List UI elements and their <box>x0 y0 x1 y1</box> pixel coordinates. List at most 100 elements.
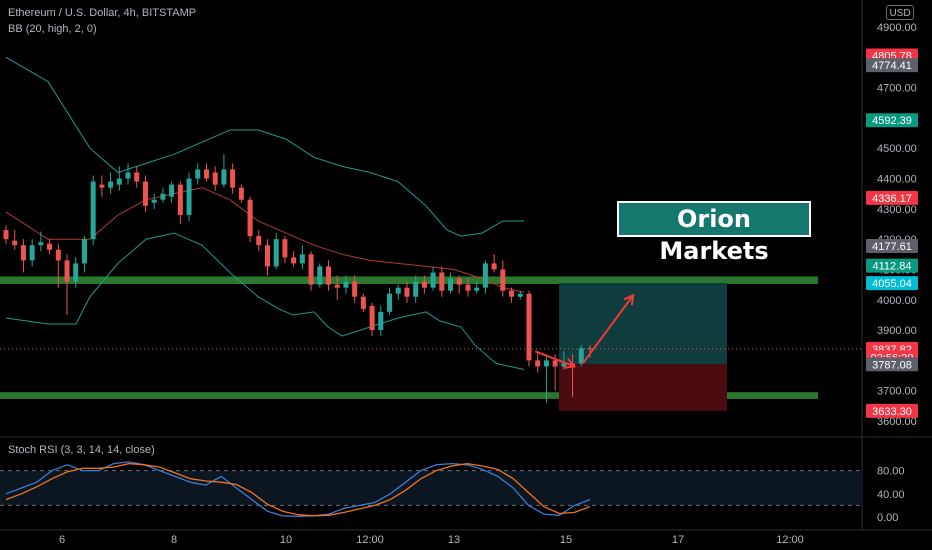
arrow-head <box>623 293 635 306</box>
bollinger-bands <box>0 56 862 370</box>
stoch-rsi-pane <box>0 461 862 518</box>
candle-body <box>517 293 523 297</box>
candle-body <box>238 187 244 200</box>
price-badge-bg <box>866 238 918 253</box>
projection-arrows <box>534 293 635 369</box>
candle-body <box>247 199 253 237</box>
candle <box>160 187 166 203</box>
symbol-title[interactable]: Ethereum / U.S. Dollar, 4h, BITSTAMP <box>8 7 197 19</box>
x-tick-label: 17 <box>672 534 684 546</box>
stoch-band-fill <box>0 470 862 506</box>
candle-body <box>326 266 332 285</box>
bb-lower <box>5 232 525 370</box>
price-badge: 4112.84 <box>866 258 918 273</box>
y-tick-label: 3600.00 <box>877 416 917 428</box>
candle <box>474 281 480 294</box>
candle-body <box>99 184 105 188</box>
candle-body <box>308 254 314 285</box>
candle <box>247 196 253 243</box>
y-tick-label: 3700.00 <box>877 386 917 398</box>
x-tick-label: 12:00 <box>356 534 384 546</box>
candle <box>308 251 314 291</box>
position-tool[interactable] <box>559 283 727 411</box>
candle-body <box>282 239 288 258</box>
price-badge-label: 4055.04 <box>872 278 912 290</box>
candle <box>64 254 70 315</box>
arrow <box>581 293 635 365</box>
candle-body <box>456 278 462 285</box>
candle <box>47 239 53 255</box>
candle-body <box>509 290 515 297</box>
price-badge-bg <box>866 357 918 372</box>
candle <box>421 275 427 294</box>
x-tick-label: 15 <box>560 534 572 546</box>
candle <box>413 275 419 303</box>
candle-body <box>474 287 480 291</box>
candle-body <box>134 172 140 182</box>
arrow <box>534 350 577 369</box>
y-tick-label: 4900.00 <box>877 22 917 34</box>
arrow-head <box>564 358 577 369</box>
candle-body <box>543 360 549 367</box>
candle <box>221 154 227 188</box>
indicator-bb-label[interactable]: BB (20, high, 2, 0) <box>8 23 97 35</box>
candle <box>142 175 148 212</box>
candle-body <box>317 266 323 285</box>
candle <box>317 263 323 288</box>
indicator-stoch-label[interactable]: Stoch RSI (3, 3, 14, 14, close) <box>8 444 155 456</box>
price-badges: 4805.784774.414592.394336.174177.614112.… <box>866 48 918 418</box>
candle-body <box>212 172 218 185</box>
x-tick-label: 10 <box>280 534 292 546</box>
candle-body <box>169 184 175 197</box>
candle <box>256 230 262 252</box>
candle-body <box>439 272 445 291</box>
price-badge: 4055.04 <box>866 276 918 291</box>
candle <box>448 272 454 294</box>
candle-body <box>561 363 567 367</box>
candle-body <box>125 172 131 179</box>
candle-body <box>81 239 87 264</box>
price-badge-bg <box>866 258 918 273</box>
price-badge-label: 4177.61 <box>872 241 912 253</box>
y-tick-label: 3900.00 <box>877 325 917 337</box>
candle <box>3 225 9 244</box>
price-badge-bg <box>866 403 918 418</box>
candle <box>482 260 488 294</box>
price-badge: 4336.17 <box>866 190 918 205</box>
candle <box>465 278 471 297</box>
candle-body <box>160 193 166 200</box>
candle-body <box>151 199 157 203</box>
price-badge-label: 4336.17 <box>872 193 912 205</box>
candle <box>334 275 340 300</box>
candle <box>526 290 532 367</box>
candle-body <box>108 181 114 188</box>
candle <box>212 166 218 191</box>
candle <box>20 239 26 273</box>
candle-body <box>29 245 35 261</box>
candle-body <box>73 263 79 282</box>
candle <box>169 181 175 203</box>
candle-body <box>291 257 297 264</box>
candle-body <box>491 263 497 270</box>
price-badge-bg <box>866 113 918 128</box>
y-tick-label: 4300.00 <box>877 204 917 216</box>
candle-body <box>12 240 18 246</box>
stoch-tick-label: 0.00 <box>877 512 898 524</box>
candle <box>430 266 436 291</box>
grid <box>0 0 932 531</box>
candle-body <box>334 284 340 288</box>
candle <box>404 281 410 303</box>
candle-body <box>500 269 506 291</box>
price-badge-bg <box>866 276 918 291</box>
candle <box>125 163 131 185</box>
bb-upper <box>5 56 524 237</box>
price-badge: 4774.41 <box>866 58 918 73</box>
candle <box>578 345 584 367</box>
candle <box>491 254 497 273</box>
candle-body <box>552 360 558 367</box>
candle <box>509 287 515 303</box>
candle <box>73 257 79 288</box>
currency-button[interactable]: USD <box>886 5 914 20</box>
candle-body <box>64 260 70 282</box>
